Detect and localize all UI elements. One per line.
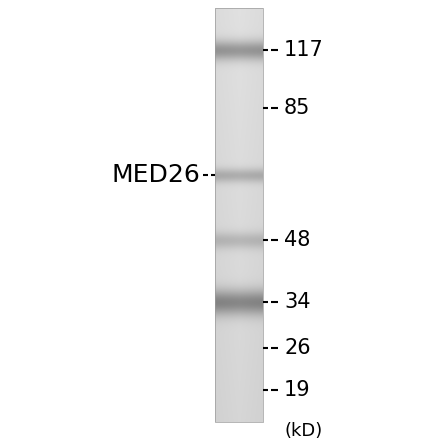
- Text: MED26: MED26: [111, 163, 200, 187]
- Text: 26: 26: [284, 338, 311, 358]
- Text: 117: 117: [284, 40, 324, 60]
- Text: 19: 19: [284, 380, 311, 400]
- Text: 48: 48: [284, 230, 310, 250]
- Bar: [215, 8, 263, 422]
- Text: (kD): (kD): [284, 422, 322, 440]
- Text: 34: 34: [284, 292, 311, 312]
- Text: 85: 85: [284, 98, 310, 118]
